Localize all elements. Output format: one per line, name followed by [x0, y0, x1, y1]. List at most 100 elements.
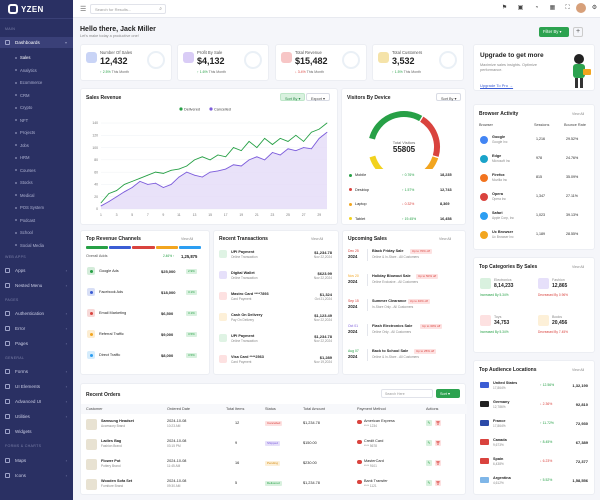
category-name: Fashion [552, 278, 565, 282]
edit-icon[interactable]: ✎ [426, 440, 432, 446]
sidebar-subitem-nft[interactable]: NFT [15, 118, 28, 123]
order-brand: Furniture Brand [101, 484, 124, 488]
flag-icon [480, 439, 489, 445]
category-icon [480, 315, 491, 326]
data-point [264, 159, 266, 161]
sidebar-item-apps[interactable]: Apps › [0, 265, 73, 276]
chevron-right-icon: › [65, 399, 67, 404]
x-tick-label: 5 [131, 213, 133, 217]
sidebar-item-ui-elements[interactable]: UI Elements › [0, 381, 73, 392]
delete-icon[interactable]: 🗑 [435, 480, 441, 486]
audience-view-all[interactable]: View All [572, 368, 585, 372]
y-tick-label: 120 [92, 133, 98, 137]
sidebar-subitem-stocks[interactable]: Stocks [15, 180, 33, 185]
search-input[interactable]: Search for Results... ⌕ [90, 4, 166, 14]
sidebar-item-advanced-ui[interactable]: Advanced UI › [0, 396, 73, 407]
sidebar-subitem-ecommerce[interactable]: Ecommerce [15, 80, 42, 85]
category-name: Toys [494, 315, 502, 319]
delete-icon[interactable]: 🗑 [435, 460, 441, 466]
categories-view-all[interactable]: View All [572, 265, 585, 269]
delete-icon[interactable]: 🗑 [435, 440, 441, 446]
stat-watermark-icon [244, 51, 262, 69]
sidebar-subitem-analytics[interactable]: Analytics [15, 68, 37, 73]
export-button[interactable]: Export ▾ [306, 93, 330, 101]
sidebar-subitem-projects[interactable]: Projects [15, 130, 35, 135]
sidebar-subitem-jobs[interactable]: Jobs [15, 143, 29, 148]
order-items: 12 [235, 421, 240, 425]
delete-icon[interactable]: 🗑 [435, 420, 441, 426]
stat-watermark-icon [147, 51, 165, 69]
transaction-amount: $1,123.49 [314, 313, 332, 318]
stat-icon [183, 52, 194, 63]
sidebar-subitem-sales[interactable]: Sales [15, 55, 30, 60]
sale-month: Dec 25 [348, 249, 359, 253]
sidebar-subitem-hrm[interactable]: HRM [15, 155, 30, 160]
browser-view-all[interactable]: View All [572, 112, 585, 116]
bell-icon[interactable]: ◔ [534, 5, 539, 11]
sidebar-item-dashboards[interactable]: Dashboards ▾ [0, 37, 73, 48]
add-button[interactable]: + [573, 27, 583, 37]
stat-change: ↓ 3.4% [295, 70, 306, 74]
sidebar-subitem-crypto[interactable]: Crypto [15, 105, 32, 110]
orders-search-input[interactable]: Search Here [381, 389, 433, 398]
transaction-desc: Pay On Delivery [231, 318, 255, 322]
sidebar-item-pages[interactable]: Pages › [0, 338, 73, 349]
sidebar-subitem-pos-system[interactable]: POS System [15, 205, 44, 210]
sales-view-all[interactable]: View All [439, 237, 452, 241]
flag-icon[interactable]: ⚑ [501, 5, 508, 11]
stat-card: Total Revenue $15,482 ↓ 3.4% This Month [275, 44, 367, 81]
browser-name: Opera [492, 192, 503, 196]
sidebar-subitem-school[interactable]: School [15, 230, 33, 235]
audience-value: 92,810 [575, 402, 588, 407]
sidebar-item-maps[interactable]: Maps › [0, 455, 73, 466]
data-point [233, 164, 234, 166]
edit-icon[interactable]: ✎ [426, 480, 432, 486]
y-tick-label: 100 [92, 146, 98, 150]
category-icon [538, 278, 549, 289]
avatar[interactable] [576, 3, 586, 13]
upgrade-link[interactable]: Upgrade To Pro → [480, 83, 514, 88]
sidebar-item-widgets[interactable]: Widgets [0, 426, 73, 437]
sidebar-subitem-social-media[interactable]: Social Media [15, 243, 44, 248]
transaction-desc: Online Transaction [231, 276, 258, 280]
transaction-desc: Online Transaction [231, 339, 258, 343]
sidebar-item-nested[interactable]: Nested Menu › [0, 280, 73, 291]
orders-sort-button[interactable]: Sort ▾ [436, 389, 460, 398]
transaction-amount: $1,324 [319, 292, 332, 297]
cart-icon[interactable]: ▣ [517, 5, 524, 11]
col-bounce: Bounce Rate [564, 123, 586, 127]
order-items: 9 [235, 441, 238, 445]
sidebar-item-authentication[interactable]: Authentication › [0, 308, 73, 319]
transaction-date: Oct 21,2024 [314, 297, 332, 301]
sort-by-button[interactable]: Sort By ▾ [280, 93, 306, 101]
edit-icon[interactable]: ✎ [426, 420, 432, 426]
y-tick-label: 20 [94, 195, 98, 199]
sidebar-subitem-courses[interactable]: Courses [15, 168, 36, 173]
sidebar-item-icons[interactable]: Icons › [0, 470, 73, 481]
device-name: Laptop [355, 202, 367, 206]
gauge-segment-mobile [369, 111, 423, 140]
product-thumbnail [86, 479, 97, 490]
sidebar-item-utilities[interactable]: Utilities › [0, 411, 73, 422]
data-point [256, 156, 258, 158]
settings-gear-icon[interactable]: ⚙ [591, 5, 598, 11]
filter-by-button[interactable]: Filter By ▾ [539, 27, 569, 37]
sidebar-subitem-medical[interactable]: Medical [15, 193, 34, 198]
channels-view-all[interactable]: View All [181, 237, 194, 241]
edit-icon[interactable]: ✎ [426, 460, 432, 466]
sidebar-item-error[interactable]: Error › [0, 323, 73, 334]
apps-grid-icon[interactable]: ▦ [549, 5, 556, 11]
sale-tag: Up to 30% off [420, 323, 443, 329]
transactions-view-all[interactable]: View All [311, 237, 324, 241]
sidebar-item-forms[interactable]: Forms › [0, 366, 73, 377]
sidebar-subitem-podcast[interactable]: Podcast [15, 218, 35, 223]
fullscreen-icon[interactable]: ⛶ [565, 5, 570, 11]
audience-pct: 4,612% [493, 481, 504, 485]
logo[interactable]: YZEN [0, 0, 73, 19]
sidebar-subitem-crm[interactable]: CRM [15, 93, 30, 98]
stat-change-row: ↑ 1.6% This Month [197, 70, 226, 74]
visitors-sort-button[interactable]: Sort By ▾ [436, 93, 462, 101]
hamburger-icon[interactable]: ☰ [80, 6, 87, 13]
audience-value: 72,930 [575, 421, 588, 426]
channel-dot [89, 269, 93, 273]
